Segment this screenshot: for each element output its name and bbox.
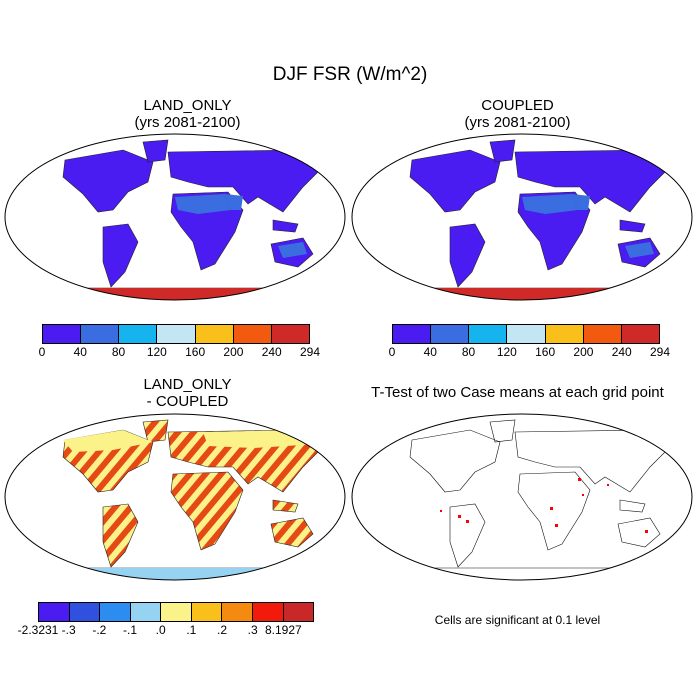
arabia-region [572, 194, 590, 210]
legend-label: 80 [461, 345, 476, 359]
significant-cell [578, 478, 581, 481]
legend-swatch [160, 603, 191, 621]
significant-cell [466, 520, 469, 523]
legend-label: 0 [38, 345, 46, 359]
panel-title-line2: (yrs 2081-2100) [134, 114, 241, 131]
legend-label: 240 [261, 345, 282, 359]
legend-label: .0 [155, 623, 166, 637]
arctic-region [63, 430, 153, 452]
legend-swatch [190, 603, 222, 621]
panel-title-ttest: T-Test of two Case means at each grid po… [371, 384, 664, 401]
legend-label: 80 [111, 345, 126, 359]
panel-title-line1: LAND_ONLY [143, 97, 232, 114]
panel-title-coupled: COUPLED (yrs 2081-2100) [355, 97, 680, 131]
map-difference [4, 413, 346, 581]
legend-label: 40 [423, 345, 437, 359]
panel-title-line2: - COUPLED [146, 393, 229, 410]
significant-cell [440, 510, 442, 512]
legend-swatch [232, 325, 271, 343]
legend-label: .2 [216, 623, 228, 637]
legend-label: 200 [573, 345, 594, 359]
legend-bar-land-only [42, 324, 310, 344]
legend-swatch [43, 325, 81, 343]
legend-label: -.2 [92, 623, 107, 637]
legend-swatch [99, 603, 130, 621]
legend-swatch [544, 325, 583, 343]
legend-swatch [468, 325, 507, 343]
legend-label: -2.3231 [17, 623, 59, 637]
map-ttest [351, 413, 693, 581]
legend-label: 160 [535, 345, 556, 359]
significant-cell [458, 515, 461, 518]
legend-label: 160 [185, 345, 206, 359]
legend-label: .1 [186, 623, 197, 637]
legend-swatch [582, 325, 621, 343]
significant-cell [607, 484, 609, 486]
legend-bar-difference [38, 602, 314, 622]
legend-label: 240 [611, 345, 632, 359]
legend-bar-coupled [392, 324, 660, 344]
legend-swatch [393, 325, 431, 343]
legend-label: 120 [146, 345, 167, 359]
legend-label: 120 [496, 345, 517, 359]
legend-label: 8.1927 [264, 623, 302, 637]
panel-title-line1: LAND_ONLY [143, 376, 232, 393]
legend-label: 294 [649, 345, 671, 359]
significant-cell [550, 507, 553, 510]
legend-swatch [506, 325, 545, 343]
arabia-region [225, 194, 243, 210]
legend-swatch [282, 603, 314, 621]
figure-title: DJF FSR (W/m^2) [272, 64, 428, 85]
legend-label: 200 [223, 345, 244, 359]
legend-swatch [270, 325, 309, 343]
legend-swatch [194, 325, 233, 343]
legend-swatch [430, 325, 469, 343]
legend-swatch [80, 325, 119, 343]
sahara-region [175, 194, 231, 214]
panel-title-line2: (yrs 2081-2100) [464, 114, 571, 131]
legend-label: -.3 [61, 623, 76, 637]
legend-swatch [118, 325, 157, 343]
legend-label: 294 [299, 345, 321, 359]
panel-title-line1: COUPLED [481, 97, 554, 114]
significant-cell [555, 524, 558, 527]
significant-cell [645, 530, 648, 533]
legend-swatch [251, 603, 283, 621]
legend-label: 0 [388, 345, 396, 359]
legend-swatch [68, 603, 100, 621]
panel-title-land-only: LAND_ONLY (yrs 2081-2100) [25, 97, 350, 131]
map-coupled [351, 133, 693, 301]
legend-swatch [39, 603, 69, 621]
significant-cell [582, 494, 584, 496]
significant-cells [440, 478, 648, 533]
australia-interior [278, 242, 307, 258]
legend-label: .3 [247, 623, 258, 637]
legend-swatch [221, 603, 252, 621]
panel-title-difference: LAND_ONLY - COUPLED [25, 376, 350, 410]
legend-swatch [620, 325, 659, 343]
sahara-region [522, 194, 578, 214]
legend-swatch [156, 325, 195, 343]
legend-label: -.1 [122, 623, 138, 637]
map-land-only [4, 133, 346, 301]
significance-note: Cells are significant at 0.1 level [434, 613, 601, 627]
legend-swatch [129, 603, 161, 621]
australia-interior [625, 242, 654, 258]
legend-label: 40 [73, 345, 87, 359]
